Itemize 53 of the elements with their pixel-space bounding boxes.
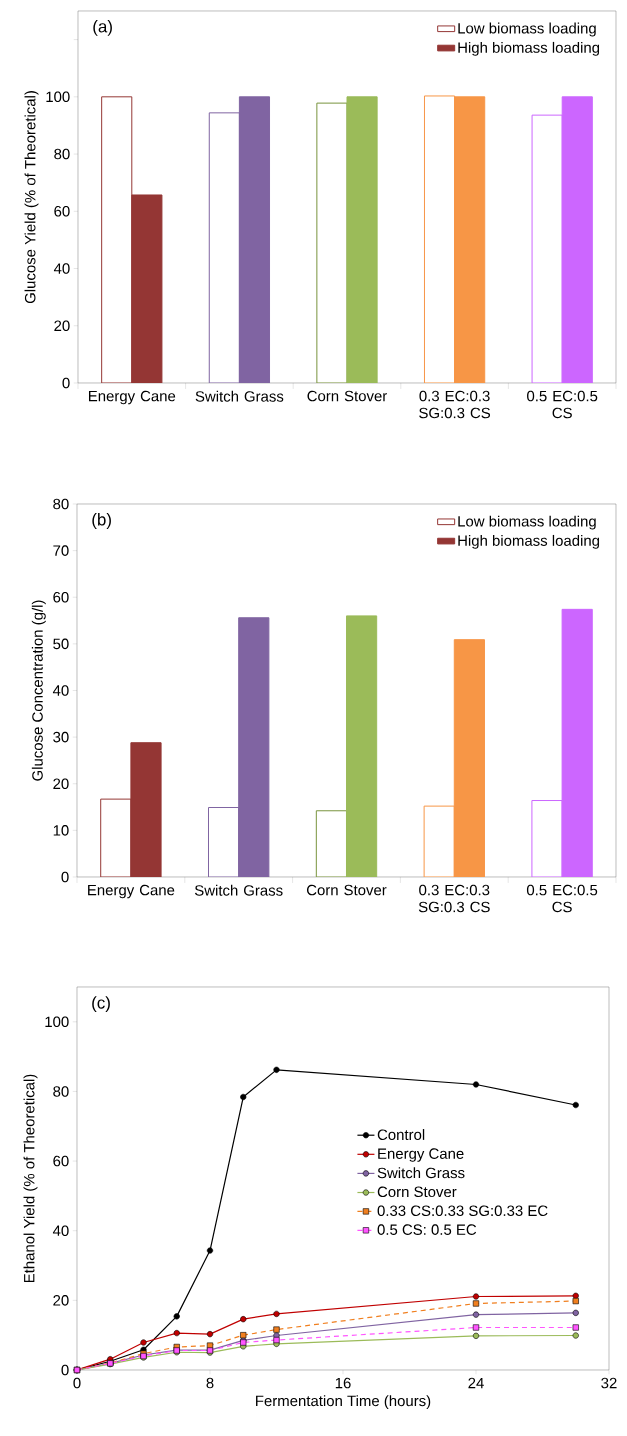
legend-label: Corn Stover (377, 1186, 457, 1198)
annotation: (c) (92, 996, 110, 1013)
y-tick-label: 80 (54, 148, 70, 160)
legend-label: Control (377, 1129, 425, 1141)
legend-label: High biomass loading (458, 41, 600, 56)
x-tick-label: 0.3 EC:0.3 SG:0.3 CS (419, 390, 491, 419)
annotation: (a) (93, 20, 112, 36)
y-tick-label: 80 (53, 1086, 69, 1097)
x-tick-label: 16 (335, 1377, 351, 1389)
y-tick-label: 0 (61, 1364, 69, 1376)
x-tick-label: 8 (206, 1377, 214, 1389)
y-tick-label: 30 (53, 731, 69, 743)
y-tick-label: 80 (53, 498, 69, 510)
y-axis-title: Glucose Yield (% of Theoretical) (24, 91, 39, 304)
y-tick-label: 20 (53, 1295, 69, 1306)
y-tick-label: 60 (54, 205, 70, 217)
legend-label: High biomass loading (458, 534, 600, 549)
x-tick-label: Energy Cane (88, 884, 175, 899)
y-tick-label: 60 (53, 591, 69, 603)
y-tick-label: 0 (62, 377, 70, 389)
y-tick-label: 50 (53, 638, 69, 650)
legend-label: Switch Grass (377, 1167, 465, 1179)
legend-label: 0.33 CS:0.33 SG:0.33 EC (377, 1205, 548, 1217)
legend-label: Low biomass loading (458, 22, 596, 37)
y-tick-label: 0 (61, 871, 69, 883)
y-tick-label: 10 (53, 825, 69, 836)
legend-label: 0.5 CS: 0.5 EC (377, 1224, 477, 1235)
x-tick-label: 24 (468, 1377, 484, 1389)
y-tick-label: 40 (53, 263, 70, 274)
x-tick-label: 0 (73, 1377, 81, 1389)
y-tick-label: 40 (52, 685, 69, 696)
legend-label: Energy Cane (378, 1148, 464, 1162)
y-tick-label: 100 (45, 1016, 69, 1028)
x-tick-label: 32 (601, 1377, 617, 1389)
x-tick-label: 0.3 EC:0.3 SG:0.3 CS (418, 884, 490, 913)
x-tick-label: Corn Stover (306, 884, 387, 896)
legend-label: Low biomass loading (458, 515, 596, 530)
y-tick-label: 70 (53, 545, 69, 556)
x-tick-label: Energy Cane (88, 390, 176, 405)
x-tick-label: 0.5 EC:0.5 CS (526, 884, 598, 913)
x-axis-title: Fermentation Time (hours) (256, 1395, 431, 1410)
x-tick-label: Corn Stover (307, 390, 388, 402)
y-tick-label: 60 (53, 1155, 69, 1167)
x-tick-label: 0.5 EC:0.5 CS (527, 390, 598, 419)
y-axis-title: Ethanol Yield (% of Theoretical) (23, 1074, 38, 1283)
y-tick-label: 40 (52, 1225, 69, 1236)
y-axis-title: Glucose Concentration (g/l) (31, 600, 46, 781)
y-tick-label: 20 (54, 320, 70, 332)
y-tick-label: 20 (53, 778, 69, 790)
annotation: (b) (92, 513, 111, 529)
x-tick-label: Switch Grass (195, 390, 284, 402)
y-tick-label: 100 (46, 91, 70, 103)
x-tick-label: Switch Grass (194, 884, 283, 896)
